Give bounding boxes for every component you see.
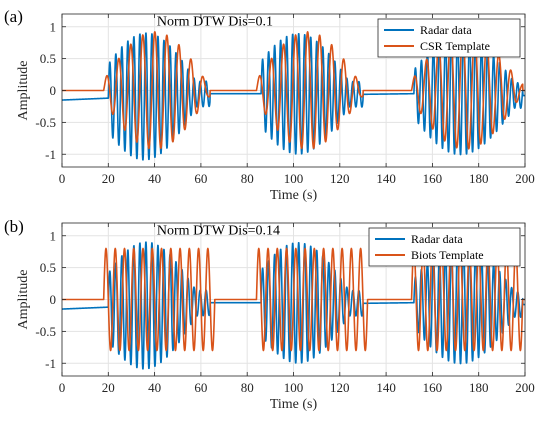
x-tick-label: 160	[423, 171, 443, 186]
x-tick-label: 140	[376, 380, 396, 395]
panel-label: (a)	[4, 7, 23, 26]
chart-panel-b: 0 20 40 60 80 100 120 140 160 180 200 -1 -0.5 0 0.5 1 Ti…	[4, 217, 535, 412]
legend-label: Radar data	[420, 23, 472, 37]
x-tick-label: 200	[515, 171, 535, 186]
x-tick-label: 80	[241, 171, 254, 186]
y-tick-label: -1	[45, 147, 56, 162]
x-axis-label: Time (s)	[270, 188, 318, 203]
legend-box	[368, 227, 521, 267]
legend: Radar data CSR Template	[377, 18, 521, 58]
y-tick-label: -0.5	[35, 324, 56, 339]
x-tick-label: 180	[469, 380, 489, 395]
x-tick-label: 120	[330, 380, 350, 395]
legend-box	[377, 18, 521, 58]
x-tick-label: 80	[241, 380, 254, 395]
x-tick-label: 40	[148, 171, 161, 186]
y-tick-label: 0	[50, 292, 57, 307]
series-line-template	[62, 247, 525, 352]
legend-label: CSR Template	[420, 39, 490, 53]
x-tick-label: 60	[194, 380, 207, 395]
panel-label: (b)	[4, 217, 24, 236]
x-tick-label: 20	[102, 171, 115, 186]
x-tick-label: 140	[376, 171, 396, 186]
x-tick-label: 100	[284, 171, 304, 186]
y-tick-label: -1	[45, 356, 56, 371]
x-tick-label: 120	[330, 171, 350, 186]
y-tick-label: 0.5	[40, 260, 56, 275]
y-axis-label: Amplitude	[16, 270, 31, 330]
x-tick-label: 100	[284, 380, 304, 395]
y-tick-label: 1	[50, 228, 57, 243]
y-tick-label: -0.5	[35, 115, 56, 130]
x-axis-label: Time (s)	[270, 397, 318, 412]
x-tick-label: 0	[59, 380, 66, 395]
x-tick-label: 200	[515, 380, 535, 395]
y-axis-label: Amplitude	[16, 61, 31, 121]
series-line-radar	[62, 241, 525, 370]
legend: Radar data Biots Template	[368, 227, 521, 267]
legend-label: Radar data	[411, 232, 463, 246]
y-tick-label: 1	[50, 19, 57, 34]
chart-panel-a: 0 20 40 60 80 100 120 140 160 180 200 -1 -0.5 0 0.5 1 Ti…	[4, 7, 535, 203]
x-tick-label: 60	[194, 171, 207, 186]
x-tick-label: 40	[148, 380, 161, 395]
series-line-template	[62, 31, 525, 150]
x-tick-label: 20	[102, 380, 115, 395]
series-group	[62, 241, 525, 370]
y-tick-label: 0.5	[40, 51, 56, 66]
x-tick-label: 180	[469, 171, 489, 186]
annotation-text: Norm DTW Dis=0.1	[157, 14, 273, 29]
legend-label: Biots Template	[411, 248, 484, 262]
x-tick-label: 160	[423, 380, 443, 395]
series-group	[62, 31, 525, 161]
annotation-text: Norm DTW Dis=0.14	[157, 223, 280, 238]
y-tick-label: 0	[50, 83, 57, 98]
x-tick-label: 0	[59, 171, 66, 186]
